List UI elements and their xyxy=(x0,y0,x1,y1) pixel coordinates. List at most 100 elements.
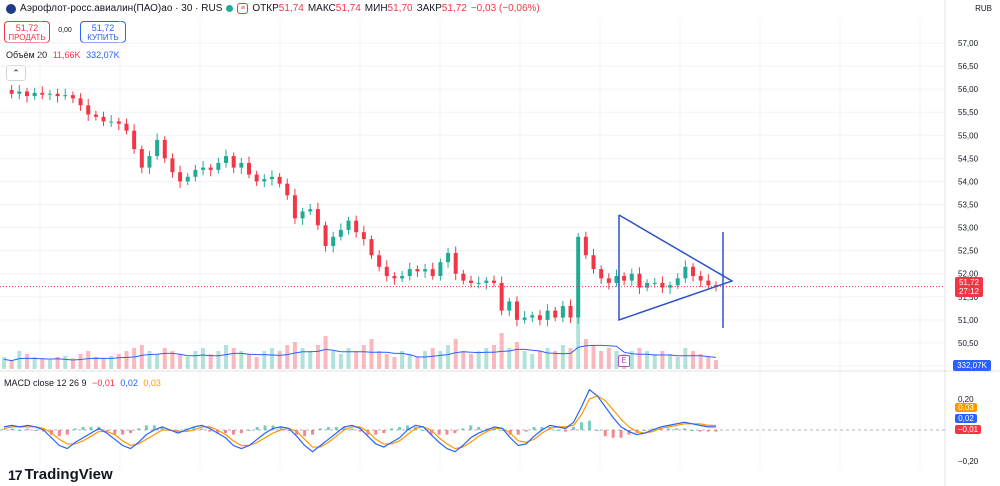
sell-price: 51,72 xyxy=(15,23,39,33)
candle-body xyxy=(308,209,313,212)
candle-body xyxy=(507,301,512,311)
candle-body xyxy=(162,139,167,159)
buy-price: 51,72 xyxy=(91,23,115,33)
candle-body xyxy=(499,282,504,311)
collapse-legend-button[interactable]: ⌃ xyxy=(6,65,26,81)
candle-body xyxy=(415,269,420,272)
candle-body xyxy=(461,273,466,281)
macd-histogram-bar xyxy=(49,430,53,435)
candle-body xyxy=(545,310,550,320)
candle-body xyxy=(124,123,129,131)
earnings-event-marker[interactable]: E xyxy=(618,355,630,367)
low-label: МИН xyxy=(364,3,388,14)
candle-body xyxy=(675,278,680,286)
macd-hist-tag: −0,01 xyxy=(955,425,981,434)
volume-legend-value1: 11,66K xyxy=(52,50,81,60)
candle-body xyxy=(139,149,144,168)
candle-body xyxy=(338,229,343,237)
volume-tag-value: 332,07K xyxy=(957,361,987,370)
macd-histogram-bar xyxy=(152,425,156,430)
volume-bar xyxy=(698,354,703,369)
candle-body xyxy=(285,183,290,196)
candle-body xyxy=(170,158,175,173)
volume-bar xyxy=(675,357,680,369)
volume-bar xyxy=(369,339,374,369)
symbol-title[interactable]: Аэрофлот-росс.авиалин(ПАО)ао · 30 · RUS xyxy=(20,3,223,14)
volume-bar xyxy=(591,345,596,369)
macd-histogram-bar xyxy=(674,428,678,430)
open-value: 51,74 xyxy=(278,3,304,14)
volume-bar xyxy=(132,348,137,369)
macd-histogram-bar xyxy=(208,430,212,432)
macd-legend[interactable]: MACD close 12 26 9 −0,01 0,02 0,03 xyxy=(4,378,161,388)
candle-body xyxy=(369,239,374,256)
macd-legend-v1: −0,01 xyxy=(92,378,115,388)
volume-bar xyxy=(568,348,573,369)
volume-bar xyxy=(216,351,221,369)
candle-body xyxy=(93,114,98,117)
candle-body xyxy=(361,232,366,240)
volume-bar xyxy=(377,351,382,369)
macd-histogram-bar xyxy=(667,428,671,430)
candle-body xyxy=(17,91,22,94)
candle-body xyxy=(78,98,83,106)
price-axis[interactable]: 57,00 56,50 56,00 55,50 55,00 54,50 54,00 53,50… xyxy=(958,39,979,466)
tradingview-logo[interactable]: 17 TradingView xyxy=(8,466,113,483)
candle-body xyxy=(269,176,274,180)
macd-histogram-bar xyxy=(160,426,164,430)
macd-histogram-bar xyxy=(477,426,481,430)
sell-label: ПРОДАТЬ xyxy=(8,33,46,42)
candle-body xyxy=(354,220,359,233)
candle-body xyxy=(438,262,443,277)
price-tick-label: 57,00 xyxy=(958,39,979,48)
candle-body xyxy=(32,92,37,97)
macd-histogram-bar xyxy=(390,428,394,430)
volume-bar xyxy=(660,351,665,369)
candle-body xyxy=(109,121,114,123)
macd-histogram-bar xyxy=(73,428,77,430)
volume-bar xyxy=(491,345,496,369)
candle-body xyxy=(668,285,673,288)
macd-histogram-bar xyxy=(10,428,14,430)
volume-bar xyxy=(583,339,588,369)
macd-legend-v3: 0,03 xyxy=(143,378,161,388)
macd-histogram-bar xyxy=(303,430,307,437)
volume-bar xyxy=(308,351,313,369)
candle-body xyxy=(216,162,221,170)
volume-bar xyxy=(201,348,206,369)
volume-bar xyxy=(269,348,274,369)
volume-bar xyxy=(185,357,190,369)
candle-body xyxy=(239,162,244,168)
volume-legend[interactable]: Объём 20 11,66K 332,07K xyxy=(6,50,120,60)
volume-bar xyxy=(714,360,718,369)
triangle-drawing[interactable] xyxy=(618,214,734,328)
candle-body xyxy=(400,276,405,279)
volume-bar xyxy=(629,351,634,369)
volume-bar xyxy=(285,345,290,369)
volume-bar xyxy=(599,351,604,369)
volume-bar xyxy=(2,357,6,369)
candle-body xyxy=(652,282,657,284)
macd-histogram-bar xyxy=(382,430,386,434)
macd-line-tag-value: 0,02 xyxy=(958,414,974,423)
candle-body xyxy=(201,167,206,170)
price-tick-label: 53,00 xyxy=(958,224,979,233)
volume-bar xyxy=(277,351,282,369)
volume-bar xyxy=(545,348,550,369)
volume-bar xyxy=(553,351,558,369)
candle-body xyxy=(392,276,397,279)
candle-body xyxy=(254,174,259,182)
candle-body xyxy=(591,255,596,270)
price-tick-label: 52,50 xyxy=(958,247,979,256)
candle-body xyxy=(514,301,519,320)
candle-body xyxy=(691,266,696,277)
candle-body xyxy=(599,269,604,279)
macd-tick-label: −0,20 xyxy=(958,457,979,466)
macd-histogram-bar xyxy=(564,430,568,432)
change-value: −0,03 (−0,06%) xyxy=(470,3,540,14)
candle-body xyxy=(208,167,213,170)
volume-bar xyxy=(323,336,328,369)
countdown-value: 27:12 xyxy=(958,287,980,296)
currency-label[interactable]: RUB xyxy=(975,4,992,13)
